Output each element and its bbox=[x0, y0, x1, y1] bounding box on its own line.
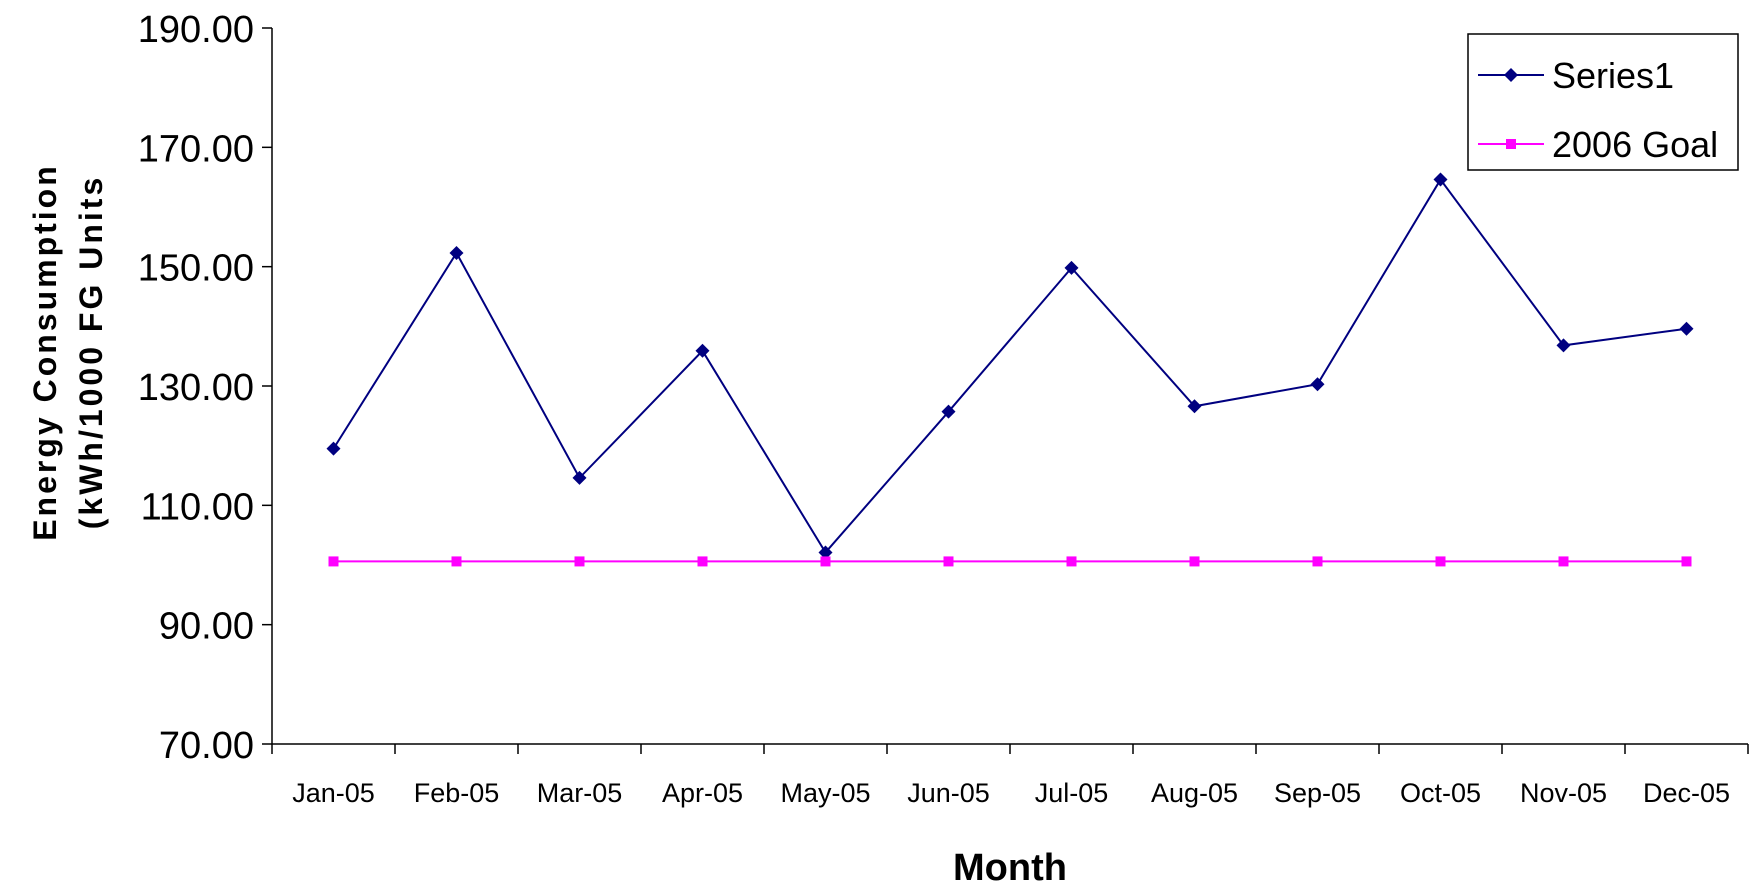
y-tick-label: 90.00 bbox=[159, 606, 254, 648]
legend-label-2006-goal: 2006 Goal bbox=[1552, 124, 1718, 165]
y-axis-title: Energy Consumption (kWh/1000 FG Units bbox=[27, 163, 109, 541]
legend-item-series1: Series1 bbox=[1478, 55, 1674, 96]
data-point bbox=[1312, 556, 1323, 567]
y-axis-ticks: 70.00 90.00 110.00 130.00 150.00 170.00 190.00 bbox=[138, 9, 272, 767]
data-point bbox=[1066, 556, 1077, 567]
y-tick-label: 130.00 bbox=[138, 367, 254, 409]
y-tick-label: 70.00 bbox=[159, 725, 254, 767]
x-tick-label: Sep-05 bbox=[1274, 778, 1361, 808]
data-point bbox=[1064, 260, 1079, 275]
data-point bbox=[451, 556, 462, 567]
data-point bbox=[1558, 556, 1569, 567]
x-tick-label: Jun-05 bbox=[907, 778, 990, 808]
data-point bbox=[328, 556, 339, 567]
data-point bbox=[943, 556, 954, 567]
data-point bbox=[820, 556, 831, 567]
x-tick-label: Jul-05 bbox=[1035, 778, 1109, 808]
x-axis-ticks: Jan-05 Feb-05 Mar-05 Apr-05 May-05 Jun-05 Jul-… bbox=[271, 744, 1749, 808]
data-point bbox=[1679, 321, 1694, 336]
data-point bbox=[695, 343, 710, 358]
y-tick-label: 170.00 bbox=[138, 128, 254, 170]
x-axis-title: Month bbox=[953, 847, 1067, 889]
series-line-series1 bbox=[332, 177, 1687, 555]
legend-item-2006-goal: 2006 Goal bbox=[1478, 124, 1718, 165]
data-point bbox=[1435, 556, 1446, 567]
data-point bbox=[1187, 399, 1202, 414]
x-tick-label: Jan-05 bbox=[292, 778, 375, 808]
data-point bbox=[574, 556, 585, 567]
series-series1 bbox=[326, 172, 1694, 560]
data-point bbox=[1433, 172, 1448, 187]
x-tick-label: Mar-05 bbox=[537, 778, 623, 808]
y-tick-label: 110.00 bbox=[141, 486, 254, 528]
data-point bbox=[1189, 556, 1200, 567]
x-tick-label: Aug-05 bbox=[1151, 778, 1238, 808]
y-tick-label: 150.00 bbox=[138, 248, 254, 290]
legend: Series1 2006 Goal bbox=[1467, 33, 1739, 171]
x-tick-label: Oct-05 bbox=[1400, 778, 1481, 808]
legend-marker-series1 bbox=[1504, 68, 1518, 82]
x-tick-label: Nov-05 bbox=[1520, 778, 1607, 808]
data-point bbox=[697, 556, 708, 567]
x-tick-label: Dec-05 bbox=[1643, 778, 1730, 808]
data-point bbox=[1681, 556, 1692, 567]
y-axis-title-line-1: Energy Consumption bbox=[27, 163, 63, 541]
data-point bbox=[941, 404, 956, 419]
y-axis-title-line-2: (kWh/1000 FG Units bbox=[73, 175, 109, 530]
data-point bbox=[1310, 377, 1325, 392]
data-point bbox=[449, 245, 464, 260]
data-point bbox=[572, 470, 587, 485]
series-2006-goal bbox=[328, 556, 1692, 567]
legend-label-series1: Series1 bbox=[1552, 55, 1674, 96]
data-point bbox=[1556, 338, 1571, 353]
series-layer bbox=[326, 172, 1694, 567]
legend-marker-2006-goal bbox=[1506, 139, 1516, 149]
data-point bbox=[326, 441, 341, 456]
y-tick-label: 190.00 bbox=[138, 9, 254, 51]
x-tick-label: Feb-05 bbox=[414, 778, 500, 808]
x-tick-label: Apr-05 bbox=[662, 778, 743, 808]
data-point bbox=[818, 545, 833, 560]
x-tick-label: May-05 bbox=[780, 778, 870, 808]
